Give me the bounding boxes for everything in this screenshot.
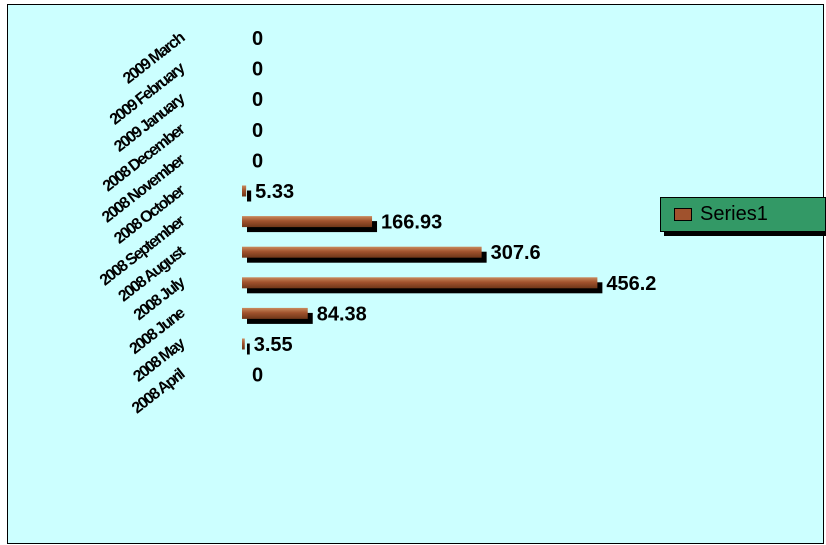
data-label: 0	[252, 28, 263, 50]
data-label: 166.93	[381, 212, 442, 234]
legend: Series1	[660, 197, 826, 232]
data-label: 0	[252, 120, 263, 142]
data-label: 456.2	[606, 273, 656, 295]
data-label: 0	[252, 89, 263, 111]
bar-2008-october	[242, 185, 247, 197]
data-label: 84.38	[317, 303, 367, 325]
bar-2008-september	[242, 216, 373, 228]
data-label: 0	[252, 59, 263, 81]
bar-2008-june	[242, 307, 308, 319]
bar-2008-july	[242, 277, 598, 289]
bar-2008-may	[242, 338, 245, 350]
bar-shadow	[247, 343, 250, 355]
bar-shadow	[247, 190, 252, 202]
data-label: 0	[252, 150, 263, 172]
data-label: 3.55	[254, 334, 293, 356]
legend-series-name: Series1	[700, 203, 768, 225]
data-label: 307.6	[491, 242, 541, 264]
data-label: 0	[252, 365, 263, 387]
chart-area: 2008 April 2008 May 2008 June 2008 July 2008…	[7, 4, 826, 544]
bar-2008-august	[242, 246, 482, 258]
data-label: 5.33	[255, 181, 294, 203]
legend-swatch	[674, 208, 692, 221]
